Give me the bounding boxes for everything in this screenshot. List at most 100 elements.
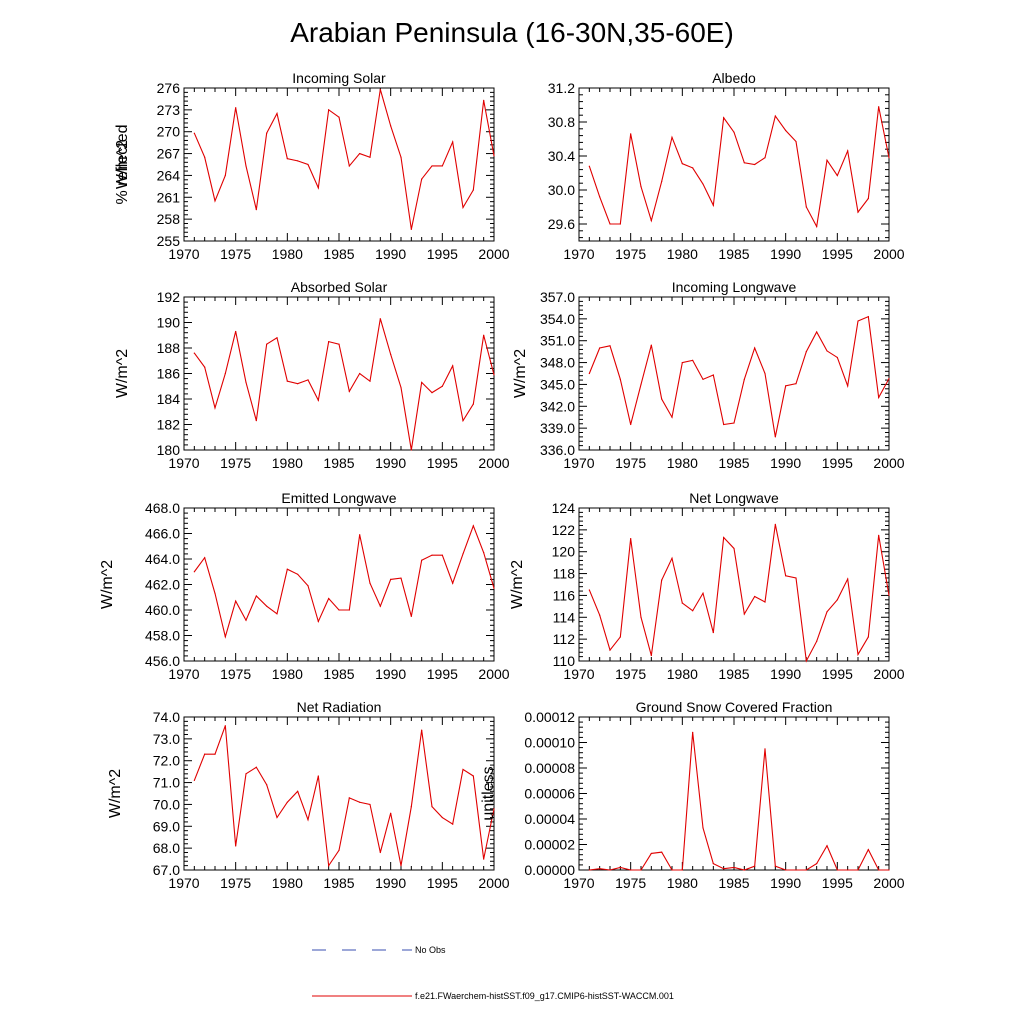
data-point-incoming-longwave (650, 344, 652, 346)
data-point-net-longwave (588, 589, 590, 591)
x-tick-label: 1970 (563, 875, 594, 891)
plot-frame-incoming-solar (183, 87, 495, 242)
y-tick-label: 74.0 (153, 709, 180, 725)
data-point-emitted-longwave (348, 609, 350, 611)
data-point-ground-snow-covered-fraction (630, 869, 632, 871)
y-tick-label: 180 (157, 442, 181, 458)
x-tick-label: 2000 (478, 875, 509, 891)
data-point-albedo (826, 159, 828, 161)
x-tick-label: 1990 (770, 875, 801, 891)
data-point-net-radiation (235, 845, 237, 847)
panel-title-absorbed-solar: Absorbed Solar (291, 279, 388, 295)
series-line-emitted-longwave (193, 524, 495, 639)
data-point-ground-snow-covered-fraction (743, 869, 745, 871)
data-point-incoming-longwave (702, 378, 704, 380)
data-point-incoming-solar (400, 156, 402, 158)
data-point-net-longwave (805, 660, 807, 662)
data-point-net-longwave (733, 547, 735, 550)
data-point-absorbed-solar (276, 337, 278, 339)
data-point-net-radiation (462, 768, 464, 771)
data-point-absorbed-solar (421, 381, 423, 384)
data-point-incoming-longwave (661, 398, 663, 400)
data-point-net-radiation (493, 808, 495, 810)
data-point-net-longwave (888, 594, 890, 597)
data-point-ground-snow-covered-fraction (774, 865, 776, 867)
data-point-net-longwave (878, 534, 880, 536)
data-point-absorbed-solar (452, 365, 454, 367)
data-point-ground-snow-covered-fraction (805, 869, 807, 871)
data-point-ground-snow-covered-fraction (733, 866, 735, 869)
data-point-net-longwave (774, 523, 776, 525)
data-point-albedo (878, 106, 880, 108)
data-point-incoming-solar (379, 88, 381, 91)
data-point-absorbed-solar (193, 352, 195, 354)
panel-title-incoming-solar: Incoming Solar (292, 70, 386, 86)
y-tick-label: 464.0 (145, 551, 180, 567)
x-tick-label: 1995 (427, 455, 458, 471)
series-line-ground-snow-covered-fraction (589, 732, 889, 871)
data-point-absorbed-solar (359, 372, 361, 375)
data-point-ground-snow-covered-fraction (661, 851, 663, 853)
data-point-net-longwave (867, 636, 869, 638)
x-tick-label: 1980 (667, 246, 698, 262)
y-tick-label: 462.0 (145, 577, 180, 593)
data-point-absorbed-solar (462, 420, 464, 422)
data-point-ground-snow-covered-fraction (816, 863, 818, 865)
y-axis-label-ground-snow-covered-fraction: unitless (480, 766, 497, 820)
data-point-incoming-longwave (640, 383, 642, 386)
data-point-incoming-longwave (671, 416, 673, 418)
data-point-net-radiation (193, 779, 195, 781)
data-point-emitted-longwave (431, 554, 433, 556)
data-point-net-longwave (681, 602, 683, 604)
series-line-net-radiation (193, 725, 495, 868)
y-tick-label: 270 (157, 124, 181, 140)
data-point-ground-snow-covered-fraction (650, 852, 652, 855)
plot-frame-absorbed-solar (183, 296, 495, 451)
data-point-absorbed-solar (400, 386, 402, 389)
data-point-ground-snow-covered-fraction (764, 748, 766, 750)
data-point-albedo (609, 223, 611, 225)
data-point-albedo (712, 204, 714, 206)
y-tick-label: 0.00004 (524, 811, 575, 827)
data-point-net-radiation (379, 851, 381, 854)
data-point-incoming-solar (452, 141, 454, 143)
y-tick-label: 264 (157, 167, 181, 183)
data-point-incoming-longwave (774, 436, 776, 438)
data-point-albedo (743, 162, 745, 164)
data-point-albedo (888, 157, 890, 159)
x-tick-label: 1990 (770, 455, 801, 471)
data-point-emitted-longwave (245, 619, 247, 621)
x-tick-label: 1975 (615, 875, 646, 891)
x-tick-label: 1970 (563, 455, 594, 471)
data-point-albedo (836, 174, 838, 177)
x-tick-label: 1985 (718, 455, 749, 471)
data-point-incoming-solar (410, 228, 412, 230)
data-point-net-radiation (255, 766, 257, 768)
y-tick-label: 114 (553, 609, 576, 625)
x-tick-label: 1980 (667, 455, 698, 471)
data-point-incoming-solar (286, 158, 288, 160)
data-point-net-radiation (317, 775, 319, 777)
y-axis-label-net-radiation: W/m^2 (107, 769, 124, 818)
data-point-ground-snow-covered-fraction (681, 869, 683, 871)
data-point-net-longwave (661, 579, 663, 581)
data-point-absorbed-solar (214, 407, 216, 409)
data-point-albedo (630, 133, 632, 135)
data-point-ground-snow-covered-fraction (826, 845, 828, 847)
data-point-ground-snow-covered-fraction (795, 869, 797, 871)
y-tick-label: 70.0 (153, 796, 180, 812)
data-point-albedo (774, 115, 776, 117)
data-point-incoming-longwave (743, 378, 745, 380)
data-point-net-longwave (754, 595, 756, 598)
panel-title-incoming-longwave: Incoming Longwave (672, 279, 797, 295)
x-tick-label: 1975 (220, 455, 251, 471)
data-point-net-longwave (826, 611, 828, 613)
x-tick-label: 1985 (323, 666, 354, 682)
y-axis-label-net-longwave: W/m^2 (509, 560, 526, 609)
panel-title-emitted-longwave: Emitted Longwave (281, 490, 396, 506)
y-tick-label: 72.0 (153, 753, 180, 769)
data-point-incoming-solar (390, 125, 392, 127)
data-point-emitted-longwave (400, 577, 402, 579)
x-tick-label: 1995 (822, 455, 853, 471)
data-point-net-longwave (836, 599, 838, 601)
